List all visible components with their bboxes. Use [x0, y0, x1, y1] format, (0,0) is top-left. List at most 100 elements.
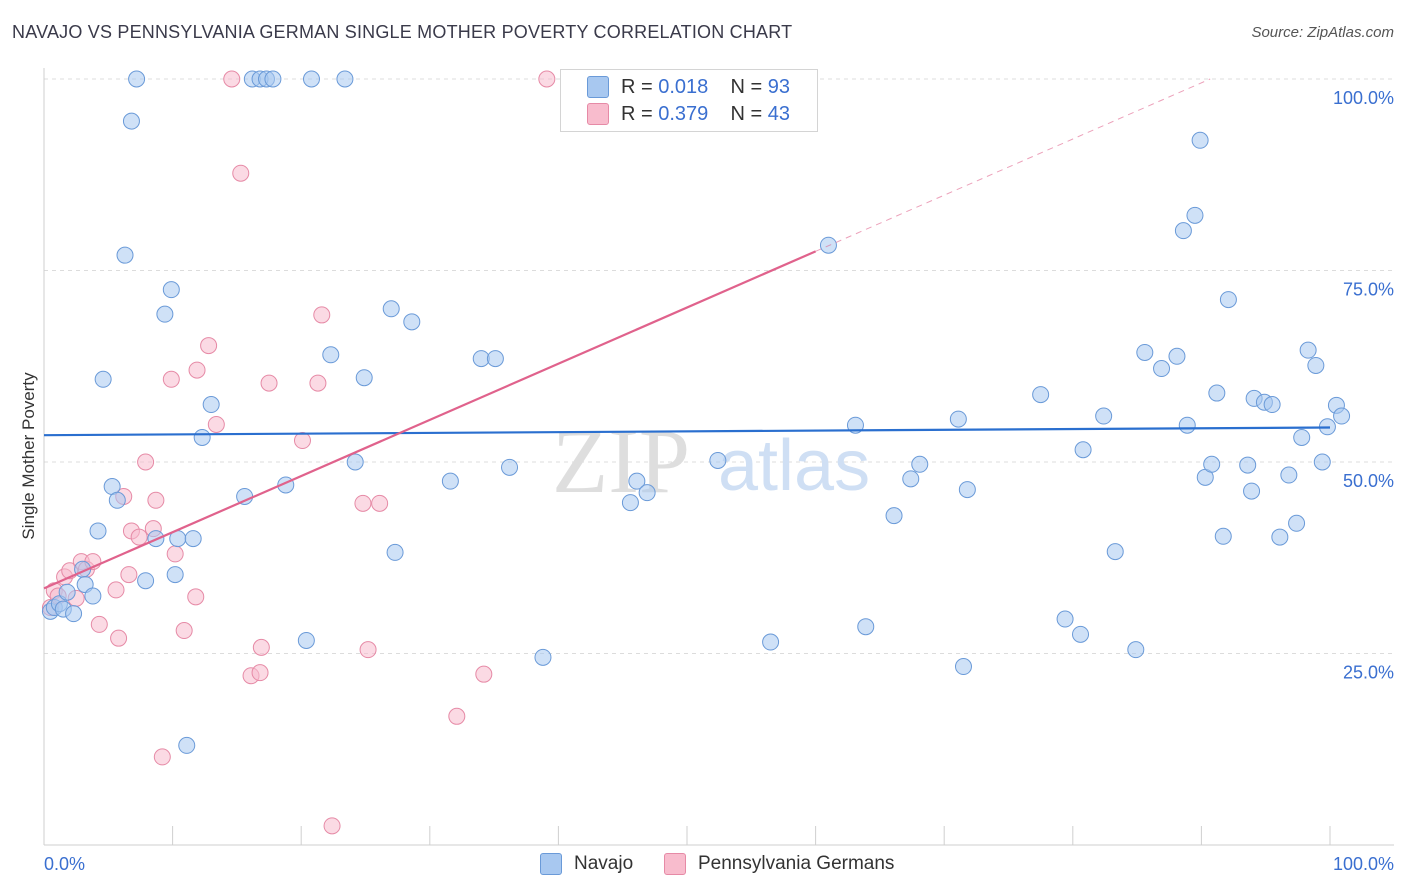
pg-point: [251, 664, 269, 682]
navajo-point: [1074, 441, 1092, 459]
legend-r-label: R =: [621, 75, 653, 98]
pg-point: [162, 370, 180, 388]
navajo-point: [1186, 206, 1204, 224]
navajo-point: [709, 451, 727, 469]
pg-point: [354, 494, 372, 512]
pg-point: [475, 665, 493, 683]
chart-title: NAVAJO VS PENNSYLVANIA GERMAN SINGLE MOT…: [12, 22, 793, 42]
navajo-point: [156, 305, 174, 323]
grid-lines: [44, 78, 1394, 654]
y-tick-label: 25.0%: [1343, 663, 1394, 683]
bottom-legend-navajo: Navajo: [540, 852, 633, 876]
pg-point: [200, 337, 218, 355]
navajo-point: [1214, 527, 1232, 545]
legend-n-label: N =: [730, 75, 763, 98]
legend-r-value-pg: 0.379: [658, 102, 709, 125]
navajo-point: [166, 566, 184, 584]
navajo-point: [94, 370, 112, 388]
navajo-point: [355, 369, 373, 387]
trend-lines: [43, 78, 1331, 590]
legend-n-value-pg: 43: [767, 102, 791, 125]
pg-trend-line: [43, 250, 817, 590]
navajo-point: [1136, 343, 1154, 361]
navajo-trend-line: [43, 426, 1331, 437]
navajo-point: [162, 281, 180, 299]
navajo-point: [137, 572, 155, 590]
watermark-atlas: atlas: [718, 426, 870, 506]
navajo-point: [386, 543, 404, 561]
pg-point: [188, 361, 206, 379]
bottom-legend-pg: Pennsylvania Germans: [664, 852, 894, 876]
navajo-point: [954, 658, 972, 676]
navajo-point: [1313, 453, 1331, 471]
pg-point: [110, 629, 128, 647]
pg-point: [293, 432, 311, 450]
navajo-point: [302, 70, 320, 88]
navajo-point: [486, 350, 504, 368]
pg-point: [175, 622, 193, 640]
pg-point: [90, 615, 108, 633]
navajo-point: [193, 428, 211, 446]
navajo-point: [184, 530, 202, 548]
navajo-point: [116, 246, 134, 264]
bottom-legend-swatch-navajo: [540, 853, 562, 875]
legend-text-pg: R = 0.379 N = 43: [621, 103, 790, 126]
navajo-point: [911, 455, 929, 473]
x-tick-label-min: 0.0%: [44, 854, 85, 874]
navajo-point: [902, 470, 920, 488]
navajo-point: [336, 70, 354, 88]
pg-point: [107, 581, 125, 599]
navajo-point: [1293, 428, 1311, 446]
navajo-point: [762, 633, 780, 651]
navajo-point: [441, 472, 459, 490]
y-tick-label: 75.0%: [1343, 280, 1394, 300]
navajo-point: [1072, 625, 1090, 643]
navajo-point: [1153, 360, 1171, 378]
pg-point: [223, 70, 241, 88]
navajo-points: [41, 70, 1351, 754]
pg-trend-extension: [815, 78, 1211, 252]
pg-point: [137, 453, 155, 471]
pg-points: [41, 70, 805, 835]
navajo-point: [403, 313, 421, 331]
navajo-point: [1174, 222, 1192, 240]
pg-point: [187, 588, 205, 606]
navajo-point: [1280, 466, 1298, 484]
watermark: ZIP atlas: [552, 410, 870, 512]
navajo-point: [1191, 131, 1209, 149]
navajo-point: [534, 648, 552, 666]
navajo-point: [108, 491, 126, 509]
navajo-point: [1288, 514, 1306, 532]
navajo-point: [202, 396, 220, 414]
legend-n-value-navajo: 93: [767, 75, 791, 98]
pg-point: [323, 817, 341, 835]
navajo-point: [1032, 386, 1050, 404]
pg-point: [538, 70, 556, 88]
navajo-point: [346, 453, 364, 471]
pg-point: [232, 164, 250, 182]
navajo-point: [472, 350, 490, 368]
navajo-point: [1106, 543, 1124, 561]
watermark-zip: ZIP: [552, 410, 690, 512]
navajo-point: [1056, 610, 1074, 628]
navajo-point: [178, 736, 196, 754]
navajo-point: [621, 494, 639, 512]
navajo-point: [501, 458, 519, 476]
legend-r-value-navajo: 0.018: [658, 75, 709, 98]
navajo-point: [885, 507, 903, 525]
navajo-point: [58, 583, 76, 601]
navajo-point: [949, 410, 967, 428]
navajo-point: [1127, 641, 1145, 659]
navajo-point: [1239, 456, 1257, 474]
bottom-legend-label-navajo: Navajo: [574, 853, 634, 874]
y-tick-label: 100.0%: [1333, 88, 1394, 108]
bottom-legend-swatch-pg: [664, 853, 686, 875]
navajo-point: [628, 472, 646, 490]
navajo-point: [1168, 347, 1186, 365]
navajo-point: [65, 605, 83, 623]
navajo-point: [122, 112, 140, 130]
pg-point: [166, 545, 184, 563]
navajo-point: [84, 587, 102, 605]
legend-swatch-pg: [587, 103, 609, 125]
